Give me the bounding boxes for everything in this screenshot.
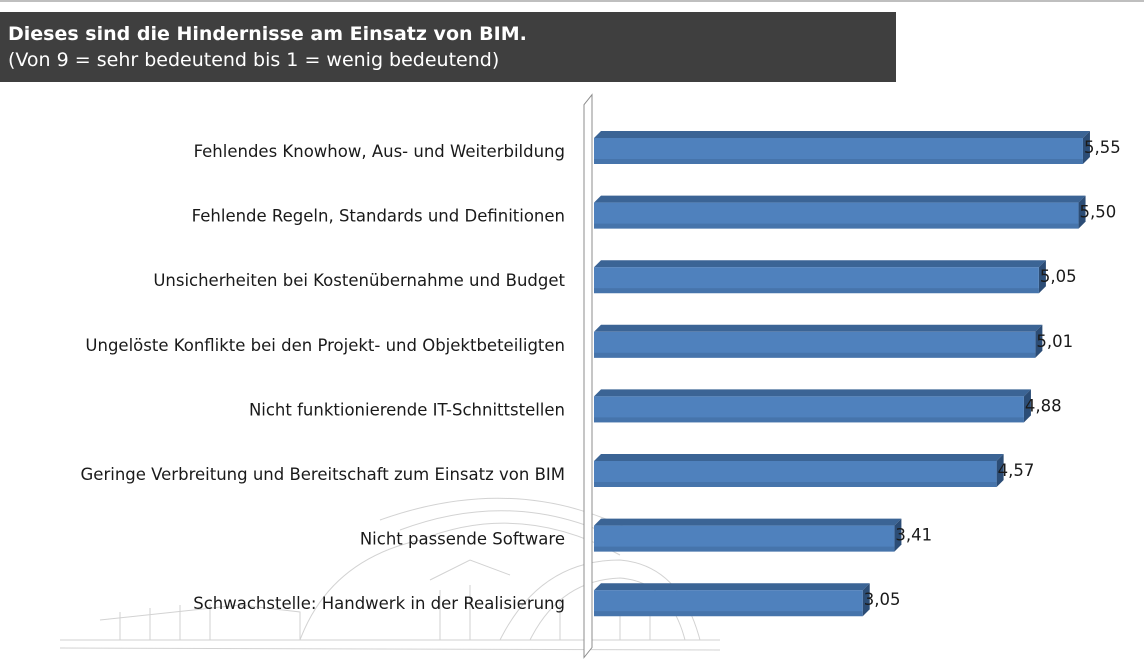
bar-side-face [894, 518, 902, 552]
bar-3 [594, 260, 1046, 294]
bar-top-face [594, 324, 1043, 332]
value-label: 5,01 [1036, 332, 1073, 351]
chart-subtitle: (Von 9 = sehr bedeutend bis 1 = wenig be… [8, 49, 500, 71]
category-label: Unsicherheiten bei Kostenübernahme und B… [153, 271, 565, 290]
value-label: 4,88 [1025, 396, 1062, 415]
chart-title: Dieses sind die Hindernisse am Einsatz v… [8, 23, 527, 45]
bar-7 [594, 518, 902, 552]
value-label: 3,41 [895, 526, 932, 545]
chart-bars [594, 131, 1090, 617]
value-label: 3,05 [864, 590, 901, 609]
bar-side-face [1035, 324, 1043, 358]
bar-5 [594, 389, 1031, 423]
bar-top-face [594, 583, 870, 591]
bar-front-shade [594, 417, 1024, 423]
bar-side-face [1082, 131, 1090, 164]
bar-side-face [996, 454, 1004, 487]
bar-front-face [594, 202, 1079, 229]
category-label: Fehlende Regeln, Standards und Definitio… [192, 207, 565, 226]
bar-front-shade [594, 159, 1083, 164]
bar-side-face [1038, 260, 1046, 294]
bar-front-shade [594, 546, 895, 552]
value-label: 4,57 [998, 461, 1035, 480]
bar-6 [594, 454, 1004, 487]
bar-4 [594, 324, 1043, 358]
bar-front-shade [594, 611, 863, 617]
bar-front-shade [594, 288, 1039, 294]
category-label: Ungelöste Konflikte bei den Projekt- und… [85, 336, 565, 355]
bar-front-shade [594, 352, 1036, 358]
bar-side-face [1023, 389, 1031, 423]
bar-front-face [594, 590, 863, 617]
title-banner: Dieses sind die Hindernisse am Einsatz v… [0, 12, 896, 82]
bar-side-face [862, 583, 870, 617]
bar-front-face [594, 396, 1024, 423]
bar-top-face [594, 454, 1004, 461]
bar-front-face [594, 267, 1039, 294]
chart-labels: Fehlendes Knowhow, Aus- und Weiterbildun… [81, 138, 1121, 613]
top-divider [0, 0, 1144, 2]
bar-front-face [594, 461, 997, 487]
value-label: 5,50 [1080, 203, 1117, 222]
bar-front-face [594, 138, 1083, 164]
value-label: 5,05 [1040, 267, 1077, 286]
bar-front-face [594, 525, 895, 552]
category-label: Geringe Verbreitung und Bereitschaft zum… [81, 465, 565, 484]
bar-1 [594, 131, 1090, 164]
category-label: Nicht passende Software [360, 530, 565, 549]
bar-top-face [594, 195, 1086, 203]
value-label: 5,55 [1084, 138, 1121, 157]
bar-top-face [594, 260, 1046, 268]
category-label: Schwachstelle: Handwerk in der Realisier… [193, 594, 565, 613]
bar-front-face [594, 331, 1036, 358]
bar-8 [594, 583, 870, 617]
bar-front-shade [594, 482, 997, 487]
bar-2 [594, 195, 1086, 229]
chart-axis-wall [583, 93, 593, 659]
bar-top-face [594, 518, 902, 526]
bar-side-face [1078, 195, 1086, 229]
category-label: Nicht funktionierende IT-Schnittstellen [249, 400, 565, 419]
bar-front-shade [594, 223, 1079, 229]
bar-top-face [594, 131, 1090, 138]
axis-wall [583, 93, 593, 659]
bar-top-face [594, 389, 1031, 397]
category-label: Fehlendes Knowhow, Aus- und Weiterbildun… [194, 142, 565, 161]
